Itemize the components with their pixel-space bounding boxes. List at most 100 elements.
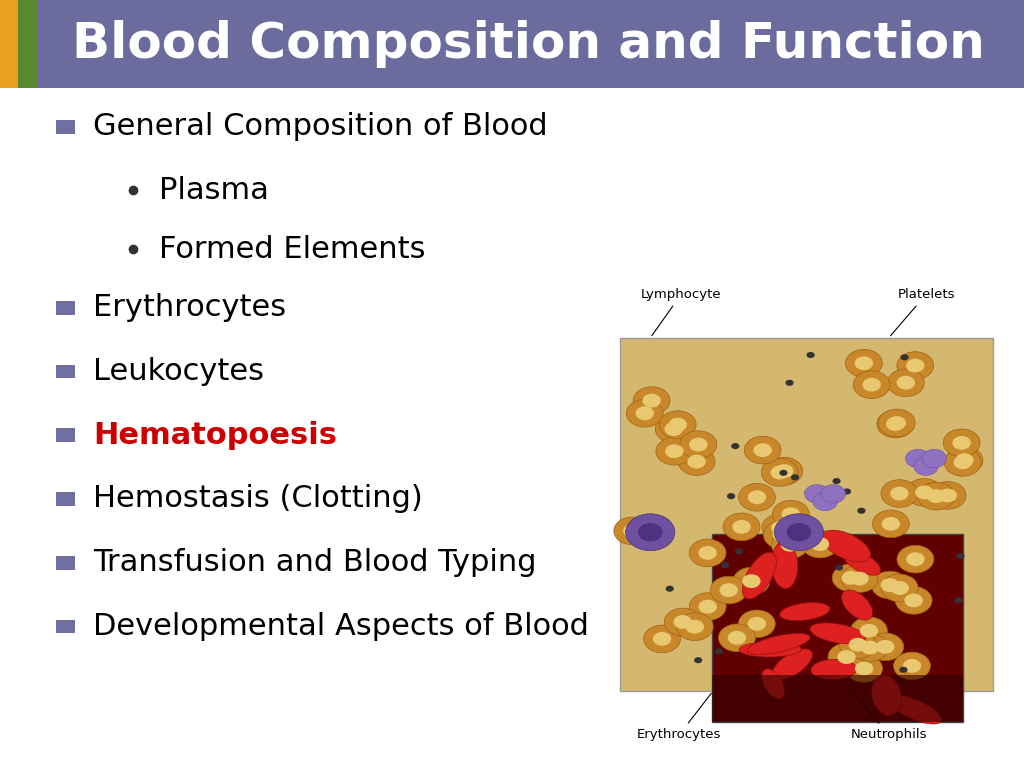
Text: Plasma: Plasma bbox=[159, 176, 268, 205]
Circle shape bbox=[785, 379, 794, 386]
Circle shape bbox=[711, 576, 748, 604]
Bar bbox=[37, 0, 55, 88]
Circle shape bbox=[669, 418, 687, 432]
Circle shape bbox=[811, 537, 829, 551]
Circle shape bbox=[927, 489, 945, 503]
Circle shape bbox=[721, 562, 729, 568]
Circle shape bbox=[754, 443, 772, 457]
Circle shape bbox=[918, 482, 954, 510]
Circle shape bbox=[821, 485, 846, 503]
Circle shape bbox=[853, 371, 890, 399]
Circle shape bbox=[733, 568, 770, 595]
Circle shape bbox=[952, 436, 971, 450]
Circle shape bbox=[744, 436, 781, 464]
Circle shape bbox=[895, 587, 932, 614]
Circle shape bbox=[899, 667, 907, 673]
Circle shape bbox=[913, 457, 938, 475]
Circle shape bbox=[666, 586, 674, 592]
Circle shape bbox=[644, 625, 681, 653]
Circle shape bbox=[850, 571, 868, 585]
Text: Transfusion and Blood Typing: Transfusion and Blood Typing bbox=[93, 548, 537, 578]
Circle shape bbox=[748, 617, 766, 631]
Text: Leukocytes: Leukocytes bbox=[93, 357, 264, 386]
Circle shape bbox=[938, 488, 956, 502]
Circle shape bbox=[698, 600, 717, 614]
Circle shape bbox=[694, 657, 702, 664]
Circle shape bbox=[805, 485, 829, 503]
Circle shape bbox=[890, 487, 908, 501]
Circle shape bbox=[653, 632, 672, 646]
Circle shape bbox=[886, 417, 904, 431]
Circle shape bbox=[897, 545, 934, 573]
Ellipse shape bbox=[779, 603, 829, 621]
Circle shape bbox=[813, 492, 838, 511]
Circle shape bbox=[642, 394, 660, 408]
Circle shape bbox=[613, 517, 650, 545]
Circle shape bbox=[943, 429, 980, 457]
Circle shape bbox=[676, 613, 713, 641]
Circle shape bbox=[727, 493, 735, 499]
Text: Formed Elements: Formed Elements bbox=[159, 234, 425, 263]
Bar bbox=[18, 0, 37, 88]
Circle shape bbox=[857, 508, 865, 514]
Text: Hemostasis (Clotting): Hemostasis (Clotting) bbox=[93, 485, 423, 514]
Circle shape bbox=[835, 564, 843, 571]
Circle shape bbox=[855, 356, 873, 370]
Circle shape bbox=[849, 638, 867, 652]
Circle shape bbox=[953, 455, 972, 469]
Circle shape bbox=[852, 634, 889, 661]
Bar bbox=[56, 556, 75, 570]
Text: Erythrocytes: Erythrocytes bbox=[637, 694, 722, 741]
Circle shape bbox=[906, 552, 925, 566]
Circle shape bbox=[738, 483, 775, 511]
Circle shape bbox=[841, 564, 878, 592]
Circle shape bbox=[770, 465, 788, 479]
Circle shape bbox=[802, 530, 839, 558]
Circle shape bbox=[659, 411, 696, 439]
Bar bbox=[0, 0, 1024, 88]
Circle shape bbox=[685, 620, 703, 634]
Bar bbox=[56, 365, 75, 379]
Circle shape bbox=[636, 406, 654, 420]
Circle shape bbox=[871, 571, 908, 599]
Circle shape bbox=[791, 475, 799, 481]
Circle shape bbox=[761, 458, 798, 486]
Circle shape bbox=[742, 574, 761, 588]
Text: Blood Composition and Function: Blood Composition and Function bbox=[72, 20, 984, 68]
Ellipse shape bbox=[771, 541, 798, 588]
Ellipse shape bbox=[843, 549, 881, 575]
Circle shape bbox=[888, 416, 906, 430]
Circle shape bbox=[866, 633, 903, 660]
Bar bbox=[712, 675, 963, 722]
Ellipse shape bbox=[871, 675, 901, 716]
Bar bbox=[712, 534, 963, 722]
Circle shape bbox=[719, 624, 756, 651]
Circle shape bbox=[840, 631, 877, 659]
Circle shape bbox=[779, 470, 787, 476]
Circle shape bbox=[946, 446, 983, 474]
Circle shape bbox=[783, 525, 802, 539]
Circle shape bbox=[623, 524, 641, 538]
Circle shape bbox=[905, 449, 930, 468]
Circle shape bbox=[828, 644, 865, 671]
Circle shape bbox=[748, 490, 766, 504]
Circle shape bbox=[723, 513, 760, 541]
Circle shape bbox=[904, 594, 923, 607]
Circle shape bbox=[775, 464, 794, 478]
Ellipse shape bbox=[762, 669, 784, 699]
Circle shape bbox=[843, 488, 851, 495]
Circle shape bbox=[903, 659, 922, 673]
Circle shape bbox=[872, 510, 909, 538]
Circle shape bbox=[680, 431, 717, 458]
Circle shape bbox=[738, 610, 775, 637]
Text: Developmental Aspects of Blood: Developmental Aspects of Blood bbox=[93, 612, 589, 641]
Text: Neutrophils: Neutrophils bbox=[850, 694, 927, 741]
Circle shape bbox=[715, 648, 723, 654]
Circle shape bbox=[766, 457, 803, 485]
Bar bbox=[56, 492, 75, 506]
Circle shape bbox=[771, 521, 790, 535]
Bar bbox=[0, 0, 18, 88]
Circle shape bbox=[774, 514, 823, 551]
Circle shape bbox=[955, 453, 974, 467]
Circle shape bbox=[771, 531, 808, 558]
